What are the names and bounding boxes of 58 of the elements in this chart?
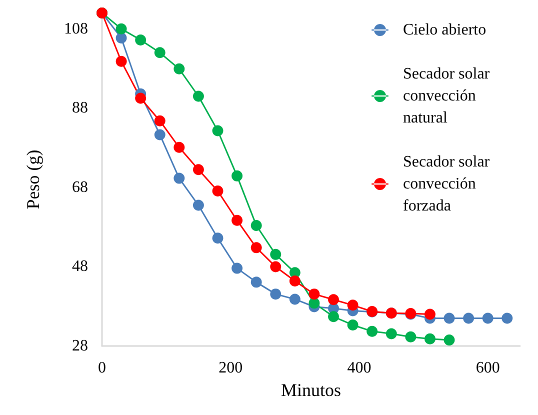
- point: [463, 312, 474, 324]
- x-tick-label: 0: [98, 360, 106, 376]
- point: [424, 308, 436, 320]
- point: [192, 164, 204, 176]
- x-tick-label: 200: [218, 360, 243, 376]
- point: [135, 34, 146, 46]
- point: [308, 298, 320, 309]
- legend-label: Secador solar convección forzada: [403, 154, 494, 214]
- x-tick-label: 600: [476, 360, 500, 376]
- point: [444, 334, 455, 346]
- point: [232, 214, 243, 226]
- point: [386, 328, 397, 340]
- point: [366, 326, 378, 337]
- point: [405, 331, 416, 342]
- point: [154, 47, 166, 58]
- point: [174, 142, 185, 153]
- point: [444, 312, 455, 324]
- point: [250, 220, 262, 231]
- point: [212, 125, 224, 136]
- point: [154, 115, 166, 126]
- point: [192, 90, 204, 102]
- point: [135, 92, 146, 104]
- x-axis-title: Minutos: [280, 380, 342, 400]
- point: [174, 172, 185, 184]
- y-tick-label: 28: [72, 338, 88, 354]
- point: [192, 200, 204, 211]
- point: [502, 312, 513, 324]
- y-tick-label: 88: [72, 100, 88, 117]
- y-tick-label: 68: [72, 178, 88, 196]
- point: [482, 312, 494, 324]
- point: [250, 242, 262, 254]
- point: [347, 300, 358, 311]
- point: [424, 333, 436, 344]
- point: [328, 294, 340, 306]
- point: [116, 23, 127, 34]
- point: [212, 186, 224, 196]
- point: [347, 319, 358, 330]
- point: [212, 232, 224, 244]
- point: [154, 129, 166, 140]
- point: [308, 288, 320, 300]
- y-axis-title: Peso (g): [23, 150, 43, 210]
- point: [270, 248, 282, 260]
- point: [328, 311, 340, 322]
- point: [270, 288, 282, 300]
- y-tick-label: 48: [72, 258, 88, 276]
- point: [289, 294, 300, 305]
- point: [289, 275, 300, 286]
- point: [174, 63, 185, 74]
- point: [270, 261, 282, 272]
- point: [232, 262, 243, 274]
- x-tick-label: 400: [347, 360, 372, 376]
- point: [116, 56, 127, 67]
- point: [250, 276, 262, 288]
- legend-label: Cielo abierto: [403, 22, 486, 38]
- legend-label: Secador solar convección natural: [403, 66, 494, 126]
- point: [232, 170, 243, 182]
- y-tick-label: 108: [64, 20, 88, 38]
- point: [116, 32, 127, 44]
